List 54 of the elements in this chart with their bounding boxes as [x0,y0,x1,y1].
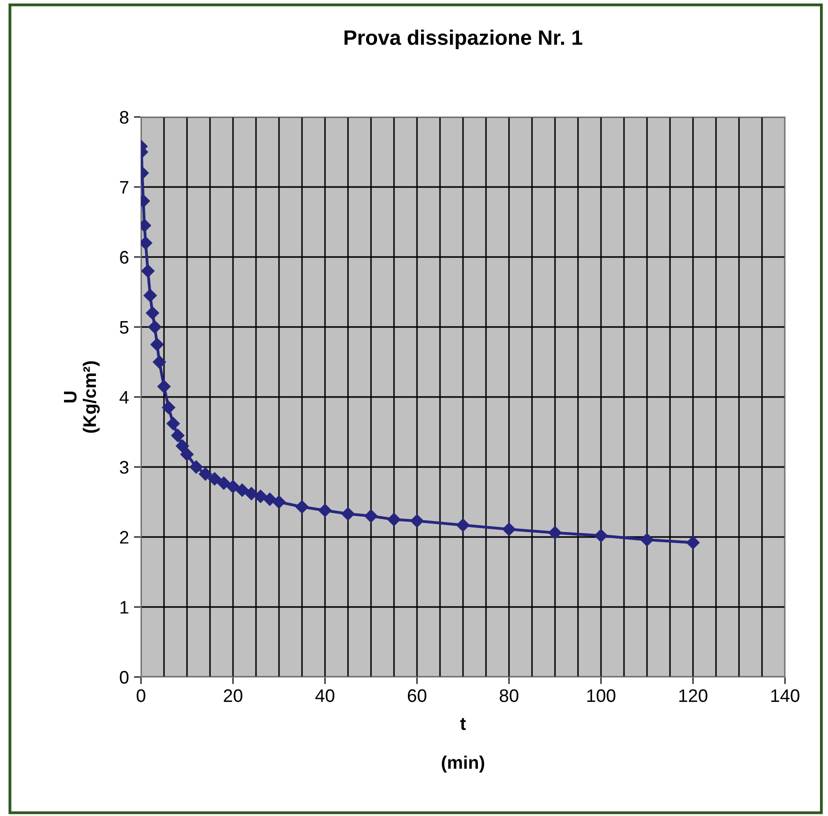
point [141,264,154,278]
point [686,536,700,550]
point [148,320,162,334]
x-tick-label: 20 [224,689,242,702]
x-tick-label: 120 [679,689,708,702]
point [387,512,401,526]
point [171,428,184,442]
point [295,500,309,514]
point [456,518,470,532]
point [217,476,230,490]
y-tick-label: 7 [120,181,128,194]
point [318,504,332,517]
point [208,472,222,486]
y-tick-label: 2 [120,530,128,544]
y-tick-label: 3 [120,460,128,474]
y-tick-label: 8 [120,110,128,124]
point [548,526,562,540]
point [254,490,268,503]
point [364,509,378,523]
point [594,529,608,542]
point [640,533,654,546]
point [410,514,424,528]
point [502,522,516,536]
point [236,484,249,497]
point [166,417,180,430]
point [244,487,258,500]
point [180,448,194,461]
point [150,338,164,352]
point [176,439,189,453]
y-tick-label: 4 [120,391,129,404]
point [198,467,212,481]
point [162,400,176,414]
x-tick-label: 80 [500,689,518,702]
x-tick-label: 40 [315,689,334,702]
y-tick-label: 6 [120,250,128,264]
point [144,288,157,302]
x-tick-label: 140 [771,689,800,702]
point [272,495,286,509]
chart-title: Prova dissipazione Nr. 1 [344,30,582,50]
x-tick-label: 60 [408,689,426,702]
point [263,492,276,506]
y-axis-title: U (Kg/cm²) [64,361,100,433]
point [152,355,166,369]
text: t (min) [442,718,484,772]
point [226,480,240,494]
point [341,507,355,520]
y-tick-label: 0 [120,670,128,684]
point [146,306,160,320]
y-tick-label: 1 [120,601,128,614]
x-tick-label: 0 [136,689,146,702]
point [157,380,171,394]
point [190,460,203,474]
y-tick-label: 5 [120,321,128,334]
x-tick-label: 100 [587,689,616,702]
